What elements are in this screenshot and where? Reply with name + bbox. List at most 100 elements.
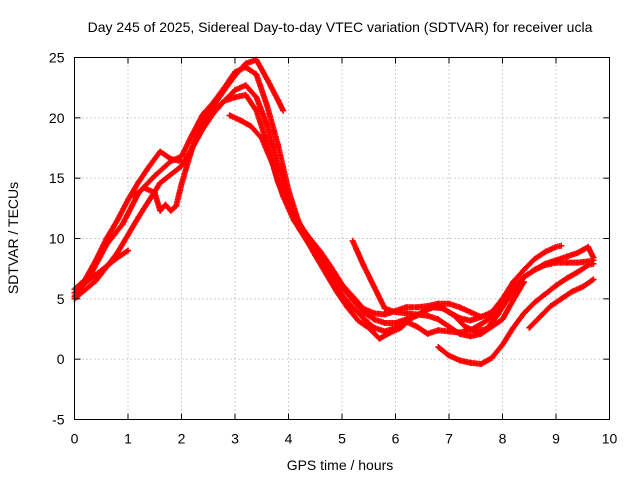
data-point — [360, 315, 367, 322]
data-point — [221, 84, 228, 91]
data-point — [221, 97, 228, 104]
data-series-4 — [71, 64, 565, 320]
data-point — [456, 304, 463, 311]
data-point — [125, 196, 131, 203]
data-point — [558, 295, 565, 302]
data-point — [92, 277, 99, 284]
x-tick-label: 3 — [231, 431, 239, 447]
data-point — [590, 276, 597, 283]
data-point — [531, 299, 538, 306]
data-point — [349, 297, 356, 304]
data-point — [467, 359, 474, 366]
data-point — [119, 221, 126, 228]
data-point — [585, 262, 592, 269]
data-point — [264, 122, 271, 129]
data-point — [531, 266, 538, 273]
data-point — [403, 304, 410, 311]
data-point — [269, 160, 276, 167]
data-point — [232, 87, 238, 94]
y-tick-label: -5 — [52, 412, 65, 428]
data-point — [199, 120, 206, 127]
data-point — [435, 344, 442, 351]
data-point — [199, 111, 206, 118]
data-point — [467, 317, 474, 324]
data-point — [365, 324, 372, 331]
data-point — [237, 117, 244, 124]
data-point — [355, 317, 362, 324]
y-tick-label: 15 — [49, 170, 65, 186]
data-series-10 — [526, 276, 597, 331]
data-point — [274, 141, 281, 148]
axis-ticks — [74, 57, 610, 420]
data-point — [488, 323, 495, 330]
data-point — [488, 354, 495, 361]
data-point — [280, 193, 287, 200]
data-series-8 — [349, 237, 527, 340]
x-tick-label: 4 — [285, 431, 293, 447]
data-point — [333, 288, 340, 295]
y-tick-label: 0 — [57, 351, 65, 367]
data-point — [103, 241, 110, 248]
data-point — [151, 172, 158, 179]
data-point — [563, 259, 570, 266]
data-point — [536, 313, 543, 320]
data-point — [178, 163, 185, 170]
data-point — [360, 309, 367, 316]
data-point — [167, 207, 174, 214]
data-point — [472, 328, 479, 335]
data-point — [232, 68, 238, 75]
data-point — [467, 333, 474, 340]
data-point — [440, 305, 447, 312]
data-series — [71, 56, 597, 367]
data-point — [371, 324, 378, 331]
data-point — [435, 316, 442, 323]
data-point — [478, 360, 485, 367]
y-axis-label: SDTVAR / TECUs — [5, 182, 21, 294]
data-point — [520, 266, 527, 273]
data-point — [157, 179, 164, 186]
series-marks — [349, 237, 527, 340]
data-point — [392, 309, 399, 316]
data-point — [146, 163, 153, 170]
data-point — [135, 178, 142, 185]
data-point — [114, 249, 121, 256]
data-point — [242, 64, 249, 71]
y-tick-label: 20 — [49, 110, 65, 126]
data-point — [210, 99, 217, 106]
data-point — [264, 76, 271, 83]
data-point — [403, 310, 410, 317]
data-point — [494, 312, 501, 319]
data-point — [553, 282, 559, 289]
data-point — [574, 269, 581, 276]
data-point — [542, 291, 549, 298]
data-point — [135, 189, 142, 196]
data-point — [114, 217, 121, 224]
data-point — [157, 207, 164, 214]
data-point — [253, 71, 260, 78]
chart-title: Day 245 of 2025, Sidereal Day-to-day VTE… — [88, 19, 593, 35]
data-point — [280, 107, 287, 114]
data-point — [446, 300, 452, 307]
data-point — [478, 330, 485, 337]
x-tick-label: 8 — [499, 431, 507, 447]
data-point — [579, 283, 586, 290]
data-point — [226, 112, 233, 119]
data-point — [371, 316, 378, 323]
tick-labels: 0 1 2 3 4 5 6 7 8 9 10 -5 0 5 10 15 20 25 — [49, 50, 618, 447]
data-point — [467, 309, 474, 316]
y-tick-label: 5 — [57, 291, 65, 307]
data-point — [590, 254, 597, 261]
data-point — [387, 329, 394, 336]
data-point — [264, 102, 271, 109]
data-point — [510, 278, 517, 285]
data-point — [349, 237, 356, 244]
x-tick-label: 2 — [178, 431, 186, 447]
data-point — [542, 260, 549, 267]
data-point — [563, 253, 570, 260]
data-point — [301, 233, 308, 240]
y-tick-label: 10 — [49, 231, 65, 247]
data-point — [408, 315, 415, 322]
x-axis-label: GPS time / hours — [287, 457, 394, 473]
data-point — [135, 213, 142, 220]
